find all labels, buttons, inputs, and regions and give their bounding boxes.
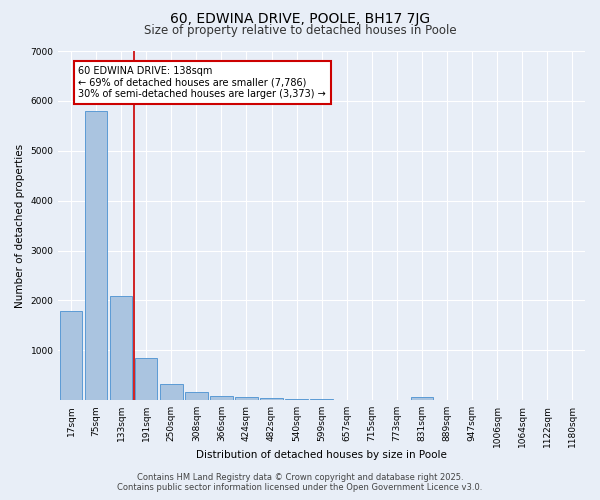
Bar (85, 111, 107, 400)
Text: Size of property relative to detached houses in Poole: Size of property relative to detached ho… (143, 24, 457, 37)
Bar (210, 396, 233, 400)
Bar (185, 392, 208, 400)
Text: Contains HM Land Registry data © Crown copyright and database right 2025.
Contai: Contains HM Land Registry data © Crown c… (118, 473, 482, 492)
Bar (160, 384, 182, 400)
Bar (110, 296, 133, 400)
Bar (411, 397, 433, 400)
Bar (235, 397, 258, 400)
Y-axis label: Number of detached properties: Number of detached properties (15, 144, 25, 308)
Bar (286, 399, 308, 400)
Text: 60 EDWINA DRIVE: 138sqm
← 69% of detached houses are smaller (7,786)
30% of semi: 60 EDWINA DRIVE: 138sqm ← 69% of detache… (79, 66, 326, 99)
X-axis label: Distribution of detached houses by size in Poole: Distribution of detached houses by size … (196, 450, 447, 460)
Bar (260, 398, 283, 400)
Bar (135, 358, 157, 400)
Text: 60, EDWINA DRIVE, POOLE, BH17 7JG: 60, EDWINA DRIVE, POOLE, BH17 7JG (170, 12, 430, 26)
Bar (59, 312, 82, 400)
